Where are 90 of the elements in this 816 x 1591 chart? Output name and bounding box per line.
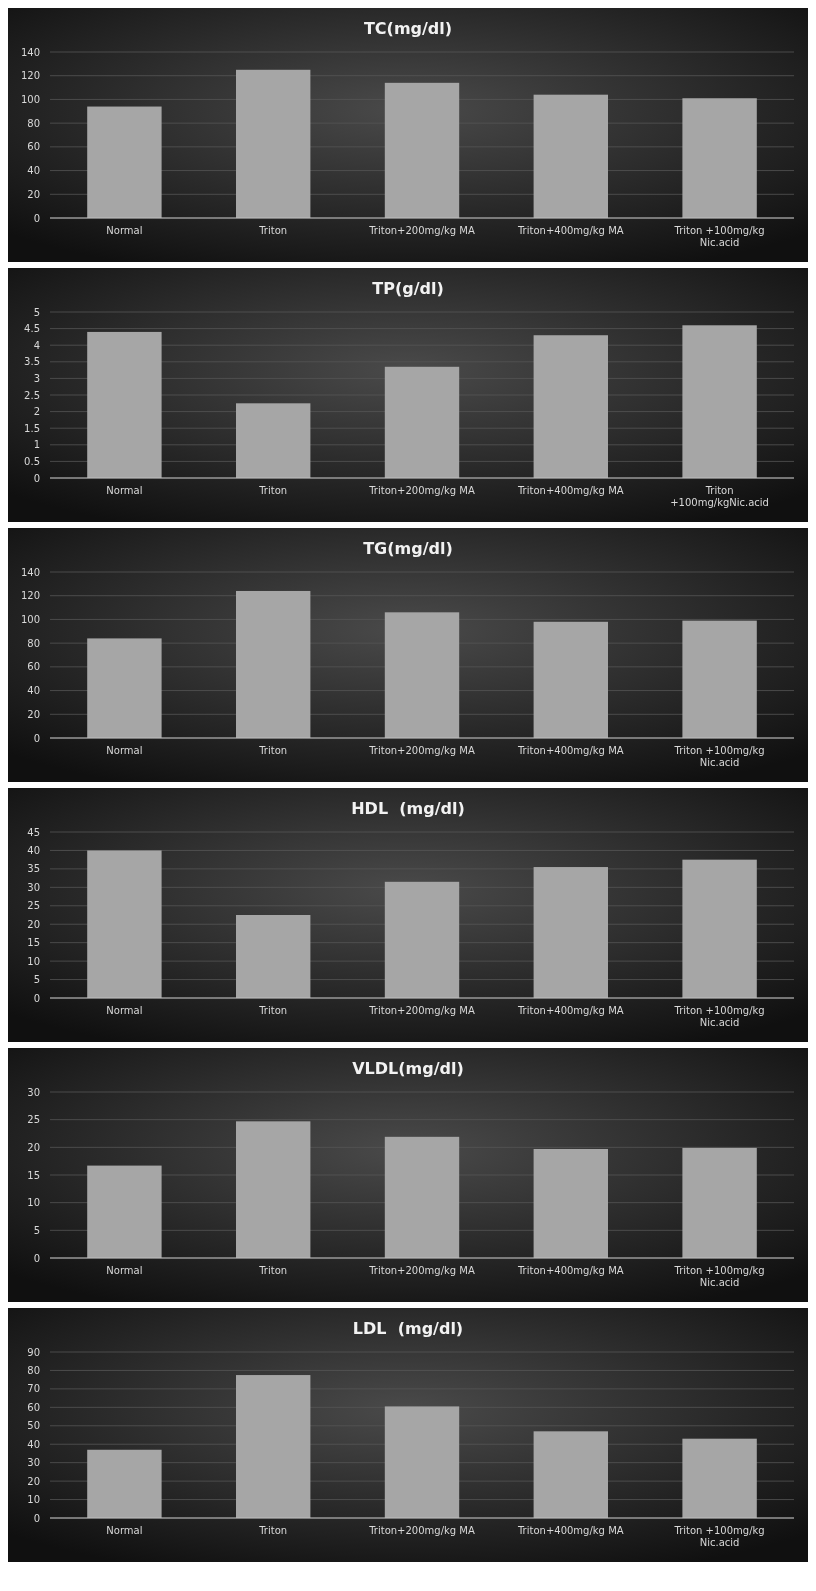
x-tick-label: Triton bbox=[258, 485, 288, 496]
y-tick-label: 0 bbox=[33, 1512, 40, 1524]
chart-title: TP(g/dl) bbox=[372, 279, 444, 298]
y-tick-label: 20 bbox=[27, 708, 40, 720]
y-tick-label: 90 bbox=[27, 1346, 40, 1358]
chart-title: HDL (mg/dl) bbox=[351, 799, 465, 818]
x-tick-label: Triton+400mg/kg MA bbox=[516, 1005, 624, 1016]
x-tick-label: Normal bbox=[106, 1525, 143, 1536]
y-tick-label: 40 bbox=[27, 685, 40, 697]
y-tick-label: 1.5 bbox=[24, 422, 40, 434]
y-tick-label: 4.5 bbox=[24, 323, 40, 335]
y-tick-label: 10 bbox=[27, 955, 40, 967]
y-tick-label: 15 bbox=[27, 1169, 40, 1181]
x-tick-label: Triton bbox=[258, 1005, 288, 1016]
y-tick-label: 40 bbox=[27, 844, 40, 856]
x-tick-label: Triton +100mg/kg Nic.acid bbox=[673, 1265, 765, 1288]
x-tick-label: Triton bbox=[258, 745, 288, 756]
y-tick-label: 0.5 bbox=[24, 455, 40, 467]
x-tick-label: Normal bbox=[106, 745, 143, 756]
y-tick-label: 80 bbox=[27, 117, 40, 129]
y-tick-label: 2.5 bbox=[24, 389, 40, 401]
y-tick-label: 5 bbox=[33, 974, 40, 986]
y-tick-label: 5 bbox=[33, 1224, 40, 1236]
chart-title: LDL (mg/dl) bbox=[352, 1319, 464, 1338]
y-tick-label: 35 bbox=[27, 863, 40, 875]
y-tick-label: 140 bbox=[20, 566, 40, 578]
y-tick-label: 25 bbox=[27, 900, 40, 912]
x-tick-label: Normal bbox=[106, 225, 143, 236]
y-tick-label: 100 bbox=[20, 613, 40, 625]
y-tick-label: 0 bbox=[33, 732, 40, 744]
y-tick-label: 30 bbox=[27, 881, 40, 893]
chart-title: VLDL(mg/dl) bbox=[352, 1059, 464, 1078]
y-tick-label: 2 bbox=[33, 406, 40, 418]
x-tick-label: Triton+400mg/kg MA bbox=[516, 1265, 624, 1276]
x-tick-label: Normal bbox=[106, 1265, 143, 1276]
x-tick-label: Triton +100mg/kg Nic.acid bbox=[673, 745, 765, 768]
chart-title: TC(mg/dl) bbox=[363, 19, 453, 38]
x-tick-label: Triton+400mg/kg MA bbox=[516, 485, 624, 496]
y-tick-label: 120 bbox=[20, 70, 40, 82]
y-tick-label: 10 bbox=[27, 1494, 40, 1506]
y-tick-label: 20 bbox=[27, 918, 40, 930]
y-tick-label: 4 bbox=[33, 339, 40, 351]
x-tick-label: Triton+200mg/kg MA bbox=[368, 745, 475, 756]
y-tick-label: 60 bbox=[27, 141, 40, 153]
y-tick-label: 20 bbox=[27, 1141, 40, 1153]
x-tick-label: Triton+400mg/kg MA bbox=[516, 1525, 624, 1536]
x-tick-label: Triton bbox=[258, 1265, 288, 1276]
y-tick-label: 30 bbox=[27, 1086, 40, 1098]
y-tick-label: 0 bbox=[33, 472, 40, 484]
y-tick-label: 0 bbox=[33, 992, 40, 1004]
x-tick-label: Triton+200mg/kg MA bbox=[368, 1005, 475, 1016]
y-tick-label: 20 bbox=[27, 188, 40, 200]
x-tick-label: Normal bbox=[106, 1005, 143, 1016]
y-tick-label: 10 bbox=[27, 1197, 40, 1209]
y-tick-label: 40 bbox=[27, 165, 40, 177]
x-tick-label: Triton +100mg/kg Nic.acid bbox=[673, 1005, 765, 1028]
y-tick-label: 20 bbox=[27, 1475, 40, 1487]
y-tick-label: 0 bbox=[33, 1252, 40, 1264]
x-tick-label: Triton+400mg/kg MA bbox=[516, 745, 624, 756]
x-tick-label: Triton+200mg/kg MA bbox=[368, 1525, 475, 1536]
x-tick-label: Triton+400mg/kg MA bbox=[516, 225, 624, 236]
x-tick-label: Triton +100mg/kg Nic.acid bbox=[673, 1525, 765, 1548]
y-tick-label: 70 bbox=[27, 1383, 40, 1395]
y-tick-label: 3 bbox=[33, 372, 40, 384]
x-tick-label: Triton bbox=[258, 1525, 288, 1536]
x-tick-label: Triton+200mg/kg MA bbox=[368, 485, 475, 496]
x-tick-label: Triton+200mg/kg MA bbox=[368, 1265, 475, 1276]
y-tick-label: 60 bbox=[27, 661, 40, 673]
y-tick-label: 15 bbox=[27, 937, 40, 949]
y-tick-label: 50 bbox=[27, 1420, 40, 1432]
y-tick-label: 25 bbox=[27, 1114, 40, 1126]
y-tick-label: 60 bbox=[27, 1401, 40, 1413]
y-tick-label: 5 bbox=[33, 306, 40, 318]
x-tick-label: Triton +100mg/kgNic.acid bbox=[670, 485, 769, 508]
x-tick-label: Triton bbox=[258, 225, 288, 236]
y-tick-label: 100 bbox=[20, 93, 40, 105]
y-tick-label: 80 bbox=[27, 1364, 40, 1376]
x-tick-label: Triton +100mg/kg Nic.acid bbox=[673, 225, 765, 248]
y-tick-label: 40 bbox=[27, 1438, 40, 1450]
y-tick-label: 45 bbox=[27, 826, 40, 838]
x-tick-label: Triton+200mg/kg MA bbox=[368, 225, 475, 236]
chart-title: TG(mg/dl) bbox=[363, 539, 453, 558]
y-tick-label: 30 bbox=[27, 1457, 40, 1469]
y-tick-label: 0 bbox=[33, 212, 40, 224]
y-tick-label: 140 bbox=[20, 46, 40, 58]
y-tick-label: 120 bbox=[20, 590, 40, 602]
y-tick-label: 3.5 bbox=[24, 356, 40, 368]
x-tick-label: Normal bbox=[106, 485, 143, 496]
y-tick-label: 1 bbox=[33, 439, 40, 451]
y-tick-label: 80 bbox=[27, 637, 40, 649]
